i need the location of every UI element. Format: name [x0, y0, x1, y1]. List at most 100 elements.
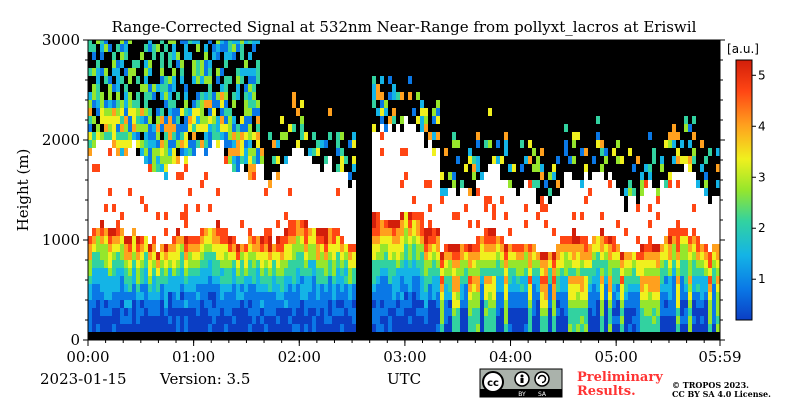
heatmap-cell — [232, 252, 236, 260]
heatmap-cell — [112, 244, 116, 252]
heatmap-cell — [100, 308, 104, 316]
heatmap-cell — [304, 180, 308, 188]
heatmap-cell — [624, 260, 628, 268]
heatmap-cell — [656, 244, 660, 252]
heatmap-cell — [260, 292, 264, 300]
heatmap-cell — [560, 260, 564, 268]
heatmap-cell — [348, 276, 352, 284]
heatmap-cell — [384, 332, 388, 340]
heatmap-cell — [212, 204, 216, 212]
heatmap-cell — [416, 148, 420, 156]
heatmap-cell — [524, 228, 528, 236]
heatmap-cell — [340, 188, 344, 196]
heatmap-cell — [672, 316, 676, 324]
heatmap-cell — [308, 308, 312, 316]
heatmap-cell — [120, 316, 124, 324]
heatmap-cell — [512, 292, 516, 300]
heatmap-cell — [160, 276, 164, 284]
heatmap-cell — [96, 300, 100, 308]
heatmap-cell — [136, 100, 140, 108]
heatmap-cell — [388, 140, 392, 148]
heatmap-cell — [472, 220, 476, 228]
heatmap-cell — [640, 276, 644, 284]
heatmap-cell — [140, 172, 144, 180]
heatmap-cell — [584, 276, 588, 284]
heatmap-cell — [320, 268, 324, 276]
heatmap-cell — [688, 236, 692, 244]
heatmap-cell — [92, 316, 96, 324]
heatmap-cell — [588, 308, 592, 316]
heatmap-cell — [616, 308, 620, 316]
heatmap-cell — [456, 196, 460, 204]
heatmap-cell — [196, 276, 200, 284]
heatmap-cell — [548, 276, 552, 284]
heatmap-cell — [312, 164, 316, 172]
heatmap-cell — [196, 292, 200, 300]
heatmap-cell — [712, 292, 716, 300]
heatmap-cell — [100, 260, 104, 268]
heatmap-cell — [496, 220, 500, 228]
heatmap-cell — [332, 204, 336, 212]
heatmap-cell — [384, 212, 388, 220]
heatmap-cell — [184, 44, 188, 52]
heatmap-cell — [148, 132, 152, 140]
heatmap-cell — [132, 244, 136, 252]
heatmap-cell — [324, 316, 328, 324]
heatmap-cell — [524, 332, 528, 340]
heatmap-cell — [676, 196, 680, 204]
heatmap-cell — [108, 244, 112, 252]
heatmap-cell — [216, 148, 220, 156]
heatmap-cell — [568, 156, 572, 164]
heatmap-cell — [376, 148, 380, 156]
heatmap-cell — [552, 196, 556, 204]
heatmap-cell — [384, 308, 388, 316]
heatmap-cell — [416, 212, 420, 220]
heatmap-cell — [560, 204, 564, 212]
heatmap-cell — [212, 276, 216, 284]
heatmap-cell — [556, 268, 560, 276]
heatmap-cell — [180, 236, 184, 244]
heatmap-cell — [544, 244, 548, 252]
heatmap-cell — [264, 180, 268, 188]
heatmap-cell — [484, 236, 488, 244]
heatmap-cell — [120, 196, 124, 204]
heatmap-cell — [324, 140, 328, 148]
heatmap-cell — [716, 220, 720, 228]
heatmap-cell — [544, 204, 548, 212]
heatmap-cell — [208, 236, 212, 244]
heatmap-cell — [256, 172, 260, 180]
heatmap-cell — [464, 284, 468, 292]
heatmap-cell — [636, 236, 640, 244]
heatmap-cell — [160, 76, 164, 84]
heatmap-cell — [376, 260, 380, 268]
heatmap-cell — [648, 292, 652, 300]
heatmap-cell — [96, 316, 100, 324]
heatmap-cell — [400, 196, 404, 204]
heatmap-cell — [288, 308, 292, 316]
heatmap-cell — [692, 148, 696, 156]
heatmap-cell — [204, 316, 208, 324]
heatmap-cell — [536, 260, 540, 268]
heatmap-cell — [552, 324, 556, 332]
heatmap-cell — [312, 276, 316, 284]
heatmap-cell — [432, 220, 436, 228]
heatmap-cell — [524, 252, 528, 260]
heatmap-cell — [596, 268, 600, 276]
heatmap-cell — [476, 220, 480, 228]
heatmap-cell — [208, 252, 212, 260]
heatmap-cell — [220, 324, 224, 332]
heatmap-cell — [488, 252, 492, 260]
heatmap-cell — [536, 236, 540, 244]
heatmap-cell — [188, 40, 192, 44]
heatmap-cell — [224, 308, 228, 316]
heatmap-cell — [468, 204, 472, 212]
heatmap-cell — [100, 284, 104, 292]
heatmap-cell — [608, 316, 612, 324]
heatmap-cell — [296, 268, 300, 276]
heatmap-cell — [536, 324, 540, 332]
heatmap-cell — [428, 140, 432, 148]
heatmap-cell — [664, 284, 668, 292]
heatmap-cell — [392, 324, 396, 332]
heatmap-cell — [676, 204, 680, 212]
heatmap-cell — [680, 332, 684, 340]
